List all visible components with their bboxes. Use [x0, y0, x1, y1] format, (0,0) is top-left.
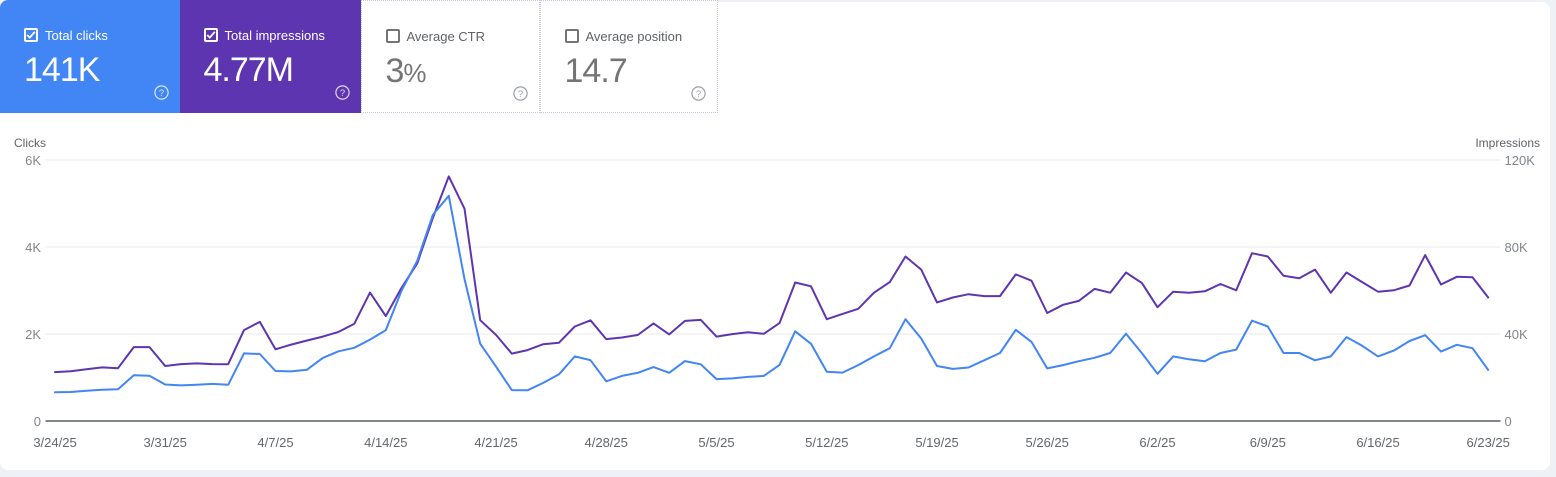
svg-text:6K: 6K [25, 153, 41, 168]
svg-text:4K: 4K [25, 240, 41, 255]
svg-text:3/31/25: 3/31/25 [144, 435, 187, 450]
svg-text:?: ? [517, 89, 522, 100]
svg-text:3/24/25: 3/24/25 [33, 435, 76, 450]
svg-text:5/19/25: 5/19/25 [915, 435, 958, 450]
svg-text:?: ? [696, 89, 701, 100]
svg-text:2K: 2K [25, 327, 41, 342]
svg-text:0: 0 [1505, 414, 1512, 429]
svg-text:?: ? [339, 88, 344, 99]
svg-text:?: ? [158, 88, 163, 99]
svg-text:5/5/25: 5/5/25 [698, 435, 734, 450]
svg-text:6/16/25: 6/16/25 [1356, 435, 1399, 450]
svg-text:0: 0 [34, 414, 41, 429]
svg-text:Impressions: Impressions [1475, 136, 1540, 150]
svg-text:5/12/25: 5/12/25 [805, 435, 848, 450]
svg-text:4/21/25: 4/21/25 [474, 435, 517, 450]
svg-text:6/23/25: 6/23/25 [1467, 435, 1510, 450]
svg-text:5/26/25: 5/26/25 [1026, 435, 1069, 450]
svg-text:6/2/25: 6/2/25 [1139, 435, 1175, 450]
svg-text:6/9/25: 6/9/25 [1250, 435, 1286, 450]
svg-text:4/7/25: 4/7/25 [257, 435, 293, 450]
svg-text:4/14/25: 4/14/25 [364, 435, 407, 450]
svg-text:80K: 80K [1505, 240, 1528, 255]
svg-text:120K: 120K [1505, 153, 1536, 168]
svg-text:40K: 40K [1505, 327, 1528, 342]
svg-text:4/28/25: 4/28/25 [585, 435, 628, 450]
svg-text:Clicks: Clicks [14, 136, 46, 150]
